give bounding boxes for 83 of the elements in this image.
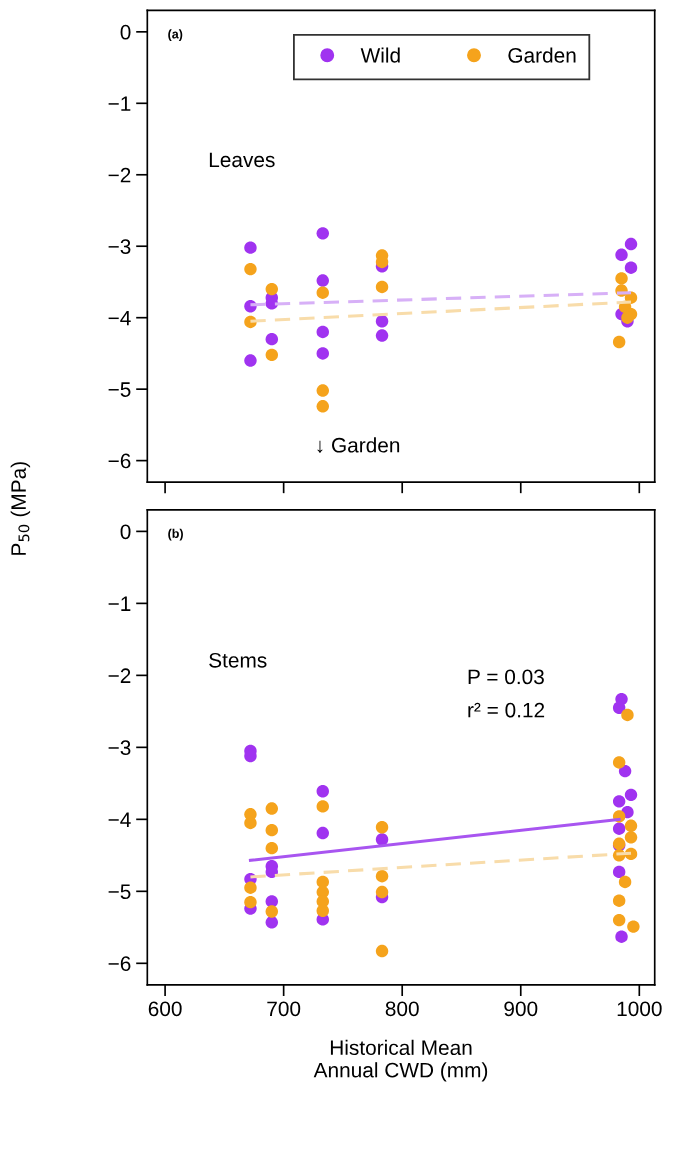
point: [244, 241, 257, 254]
annotation: Leaves: [209, 152, 275, 168]
point: [615, 272, 628, 285]
point: [624, 261, 638, 274]
point: [316, 325, 329, 339]
point: [244, 895, 257, 909]
annotation: r² = 0.12: [468, 702, 545, 718]
x-axis-title: Historical Mean Annual CWD (mm): [313, 1039, 488, 1082]
point: [316, 400, 329, 413]
point: [244, 816, 257, 830]
y-tick-label: −1: [108, 96, 131, 111]
point: [612, 795, 626, 808]
point: [244, 354, 257, 367]
point: [612, 913, 626, 927]
x-tick-label: 1000: [617, 1001, 662, 1017]
x-tick-label: 700: [267, 1001, 301, 1017]
point: [627, 920, 640, 933]
y-tick-label: 0: [120, 524, 131, 540]
point: [612, 894, 626, 907]
annotation: Stems: [209, 652, 267, 668]
annotation: (b): [168, 528, 183, 541]
point: [621, 708, 634, 722]
point: [618, 875, 632, 889]
point: [375, 280, 389, 294]
y-tick-label: −5: [108, 884, 131, 900]
y-tick-label: −1: [108, 596, 131, 611]
point: [612, 335, 626, 349]
point: [618, 764, 632, 778]
point: [375, 833, 389, 846]
point: [265, 348, 278, 362]
point: [316, 347, 329, 360]
point: [265, 905, 278, 918]
x-tick-label: 900: [504, 1001, 538, 1017]
point: [624, 237, 638, 251]
point: [316, 826, 329, 840]
point: [375, 944, 389, 958]
y-tick-label: 0: [120, 24, 131, 40]
point: [615, 930, 628, 943]
point: [612, 701, 626, 714]
point: [265, 916, 278, 929]
y-tick-label: −4: [108, 310, 131, 326]
point: [316, 384, 329, 397]
y-tick-label: −2: [108, 668, 131, 683]
point: [624, 788, 638, 802]
point: [375, 885, 389, 899]
point: [624, 831, 638, 844]
annotation: ↓ Garden: [317, 437, 400, 453]
point: [316, 785, 329, 798]
point: [265, 332, 278, 346]
x-tick-label: 600: [148, 1001, 182, 1017]
point: [244, 262, 257, 276]
y-axis-title: P$_{50}$ (MPa): [10, 462, 31, 555]
point: [612, 865, 626, 879]
y-tick-label: −2: [108, 167, 131, 183]
point: [375, 870, 389, 883]
point: [265, 802, 278, 815]
x-tick-label: 800: [385, 1001, 419, 1017]
point: [316, 274, 329, 287]
y-tick-label: −5: [108, 382, 131, 397]
point: [375, 329, 389, 342]
y-tick-label: −4: [108, 812, 131, 827]
point: [244, 881, 257, 894]
legend-label: Wild: [360, 47, 400, 63]
legend-label: Garden: [508, 47, 576, 63]
annotation: P = 0.03: [468, 669, 544, 685]
y-tick-label: −6: [108, 956, 131, 972]
point: [612, 822, 626, 835]
point: [265, 282, 278, 296]
point: [621, 311, 634, 324]
point: [316, 286, 329, 299]
point: [316, 227, 329, 240]
point: [265, 841, 278, 855]
point: [316, 800, 329, 813]
point: [612, 756, 626, 769]
point: [265, 823, 278, 837]
y-tick-label: −3: [108, 740, 131, 756]
point: [615, 248, 628, 262]
y-tick-label: −6: [108, 453, 131, 469]
y-tick-label: −3: [108, 239, 131, 254]
point: [375, 315, 389, 328]
point: [375, 821, 389, 834]
annotation: (a): [168, 29, 183, 41]
point: [624, 819, 638, 833]
